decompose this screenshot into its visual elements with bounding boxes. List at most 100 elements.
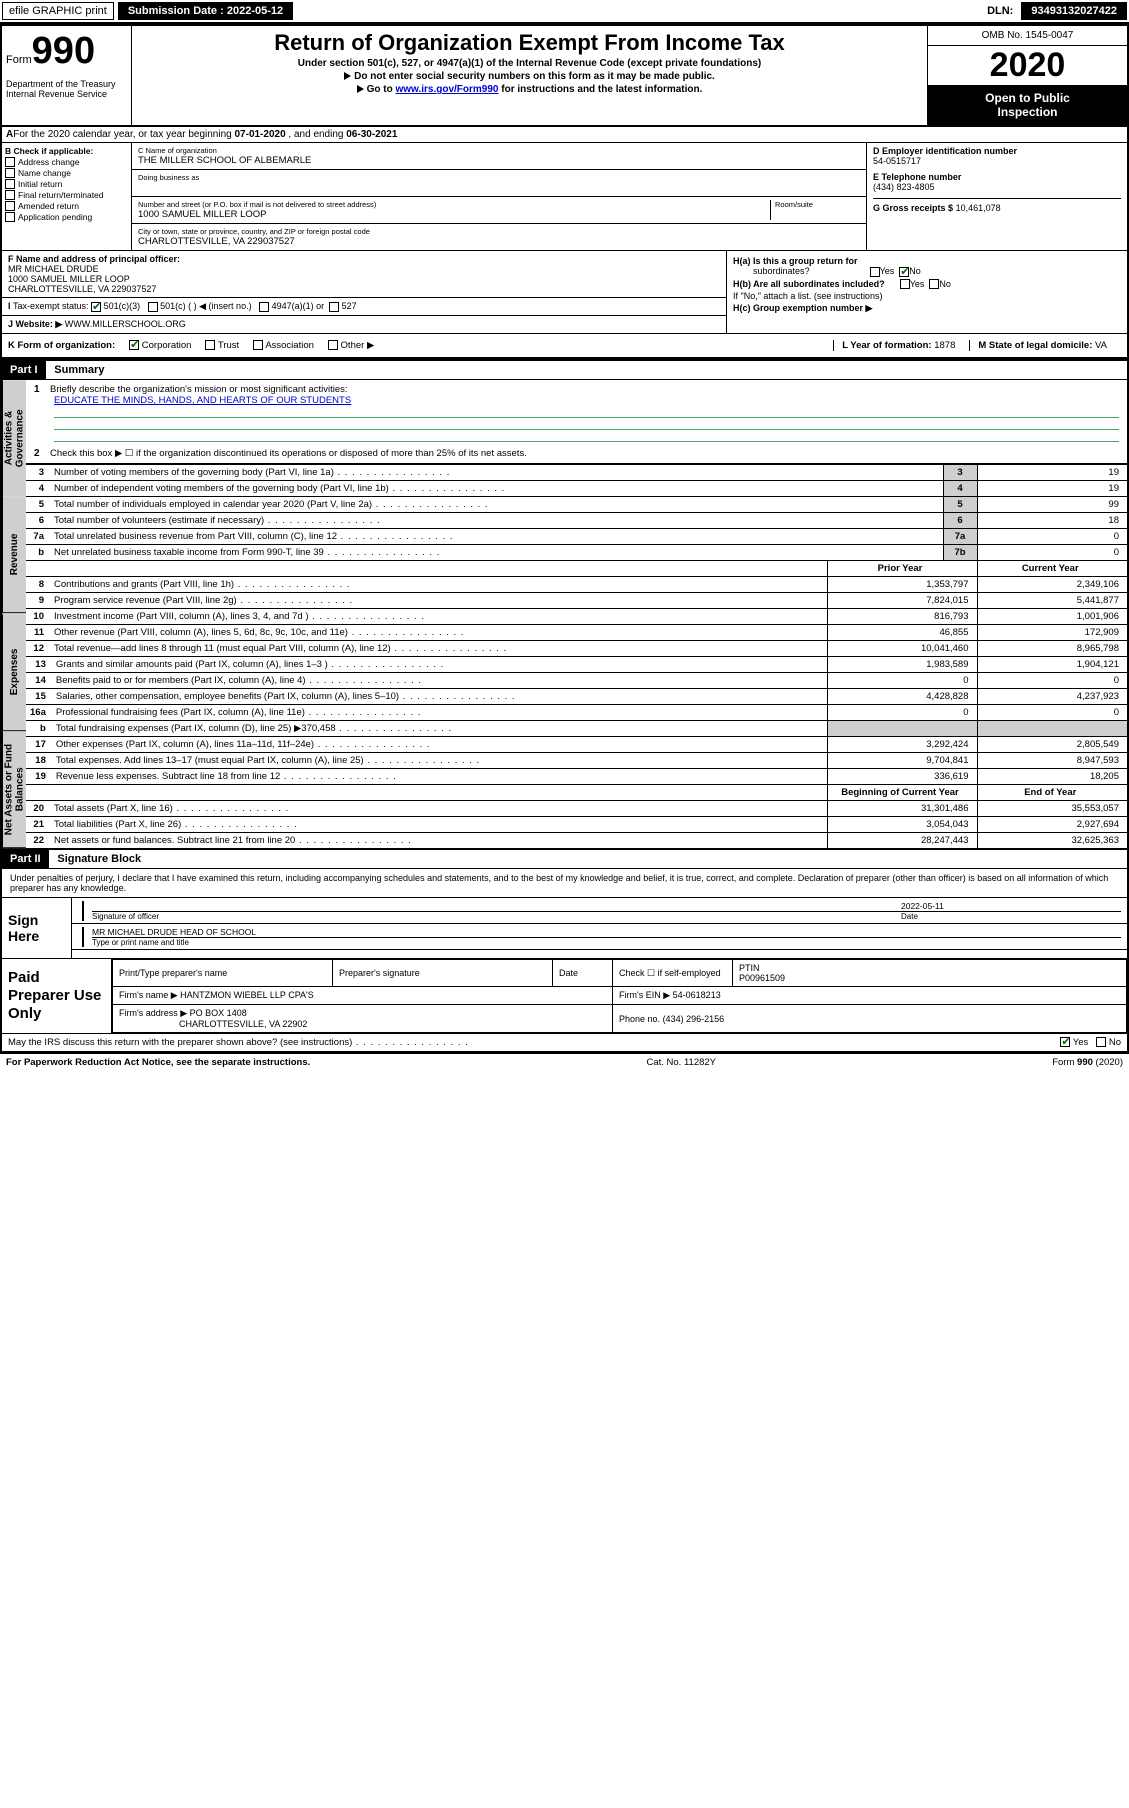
hb-lbl: H(b) Are all subordinates included? bbox=[733, 279, 885, 289]
part2-badge: Part II bbox=[2, 850, 49, 868]
dln-label: DLN: bbox=[983, 5, 1017, 17]
line-current: 1,001,906 bbox=[977, 609, 1127, 625]
efile-button[interactable]: efile GRAPHIC print bbox=[2, 2, 114, 20]
signature-section: Under penalties of perjury, I declare th… bbox=[0, 869, 1129, 1053]
dln-value: 93493132027422 bbox=[1021, 2, 1127, 20]
preparer-row: Paid Preparer Use Only Print/Type prepar… bbox=[2, 958, 1127, 1033]
preparer-table: Print/Type preparer's name Preparer's si… bbox=[112, 959, 1127, 1033]
checkbox-icon[interactable] bbox=[5, 212, 15, 222]
line1-num: 1 bbox=[34, 384, 50, 395]
line-desc: Other expenses (Part IX, column (A), lin… bbox=[52, 737, 827, 753]
underline-row bbox=[54, 430, 1119, 442]
row-j-website: J Website: ▶ WWW.MILLERSCHOOL.ORG bbox=[2, 316, 726, 333]
submission-lbl: Submission Date : bbox=[128, 5, 224, 17]
line-current: 18,205 bbox=[977, 769, 1127, 785]
cb-name: Name change bbox=[18, 168, 71, 178]
ha-lbl: H(a) Is this a group return for bbox=[733, 256, 858, 266]
line-box: 7b bbox=[943, 545, 977, 561]
cb-final: Final return/terminated bbox=[18, 190, 104, 200]
line-desc: Benefits paid to or for members (Part IX… bbox=[52, 673, 827, 689]
line-prior: 31,301,486 bbox=[827, 801, 977, 817]
hc-lbl: H(c) Group exemption number ▶ bbox=[733, 303, 1121, 314]
part1-header-row: Part I Summary bbox=[0, 359, 1129, 380]
line-desc: Revenue less expenses. Subtract line 18 … bbox=[52, 769, 827, 785]
line-current: 2,349,106 bbox=[977, 577, 1127, 593]
ha-lbl2: subordinates? bbox=[753, 266, 810, 276]
checkbox-icon[interactable] bbox=[5, 179, 15, 189]
line-desc: Grants and similar amounts paid (Part IX… bbox=[52, 657, 827, 673]
side-tabs: Activities & Governance Revenue Expenses… bbox=[2, 380, 26, 848]
line-box: 4 bbox=[943, 481, 977, 497]
line-current: 2,927,694 bbox=[977, 817, 1127, 833]
checkbox-icon[interactable] bbox=[929, 279, 939, 289]
exempt-4947: 4947(a)(1) or bbox=[272, 301, 325, 311]
omb-number: OMB No. 1545-0047 bbox=[928, 26, 1127, 46]
line-val: 0 bbox=[977, 529, 1127, 545]
line-num: 8 bbox=[26, 577, 50, 593]
dba-lbl: Doing business as bbox=[138, 173, 860, 182]
cb-amended: Amended return bbox=[18, 201, 79, 211]
checkbox-icon[interactable] bbox=[205, 340, 215, 350]
checkbox-icon[interactable] bbox=[329, 302, 339, 312]
k-corp: Corporation bbox=[142, 340, 192, 351]
line-desc: Total number of individuals employed in … bbox=[50, 497, 943, 513]
sig-name-lbl: Type or print name and title bbox=[92, 937, 1121, 947]
col-h-group: H(a) Is this a group return for subordin… bbox=[727, 251, 1127, 333]
line-num: b bbox=[26, 545, 50, 561]
checkbox-icon[interactable] bbox=[253, 340, 263, 350]
k-trust: Trust bbox=[218, 340, 239, 351]
checkbox-icon[interactable] bbox=[1096, 1037, 1106, 1047]
line-val: 19 bbox=[977, 481, 1127, 497]
perjury-text: Under penalties of perjury, I declare th… bbox=[2, 869, 1127, 898]
checkbox-icon[interactable] bbox=[328, 340, 338, 350]
line-num: 14 bbox=[26, 673, 52, 689]
line-current: 0 bbox=[977, 673, 1127, 689]
preparer-label: Paid Preparer Use Only bbox=[2, 959, 112, 1033]
mission-val: EDUCATE THE MINDS, HANDS, AND HEARTS OF … bbox=[54, 395, 351, 406]
checkbox-icon[interactable] bbox=[129, 340, 139, 350]
sidetab-governance: Activities & Governance bbox=[2, 380, 26, 496]
checkbox-icon[interactable] bbox=[5, 201, 15, 211]
dept-treasury: Department of the Treasury Internal Reve… bbox=[6, 73, 127, 99]
footer-mid: Cat. No. 11282Y bbox=[646, 1057, 716, 1068]
col-c-org-info: C Name of organization THE MILLER SCHOOL… bbox=[132, 143, 867, 250]
public-line1: Open to Public bbox=[930, 91, 1125, 105]
line2-num: 2 bbox=[34, 448, 50, 459]
checkbox-icon[interactable] bbox=[5, 168, 15, 178]
line-num: 12 bbox=[26, 641, 50, 657]
ein-lbl: Firm's EIN ▶ bbox=[619, 990, 670, 1000]
checkbox-icon[interactable] bbox=[899, 267, 909, 277]
exempt-501c: 501(c) ( ) ◀ (insert no.) bbox=[160, 301, 251, 311]
line-box: 3 bbox=[943, 465, 977, 481]
org-name-val: THE MILLER SCHOOL OF ALBEMARLE bbox=[138, 155, 860, 166]
checkbox-icon[interactable] bbox=[259, 302, 269, 312]
line-num: 3 bbox=[26, 465, 50, 481]
checkbox-icon[interactable] bbox=[5, 157, 15, 167]
public-inspection: Open to Public Inspection bbox=[928, 85, 1127, 125]
addr-val1: PO BOX 1408 bbox=[190, 1008, 247, 1018]
checkbox-icon[interactable] bbox=[148, 302, 158, 312]
colB-header: B Check if applicable: bbox=[5, 146, 128, 156]
line-prior: 46,855 bbox=[827, 625, 977, 641]
exempt-501c3: 501(c)(3) bbox=[104, 301, 141, 311]
line-current: 32,625,363 bbox=[977, 833, 1127, 849]
begin-year-hdr: Beginning of Current Year bbox=[827, 785, 977, 801]
dept-line2: Internal Revenue Service bbox=[6, 89, 127, 99]
checkbox-icon[interactable] bbox=[900, 279, 910, 289]
checkbox-icon[interactable] bbox=[5, 190, 15, 200]
irs-link[interactable]: www.irs.gov/Form990 bbox=[395, 84, 498, 95]
row-f-officer: F Name and address of principal officer:… bbox=[2, 251, 726, 298]
sign-here-label: Sign Here bbox=[2, 898, 72, 958]
submission-date-label: Submission Date : 2022-05-12 bbox=[118, 2, 293, 20]
line-desc: Number of voting members of the governin… bbox=[50, 465, 943, 481]
sidetab-revenue: Revenue bbox=[2, 496, 26, 613]
prep-c3: Date bbox=[553, 960, 613, 987]
checkbox-icon[interactable] bbox=[1060, 1037, 1070, 1047]
discuss-yes: Yes bbox=[1073, 1037, 1089, 1048]
summary-section: Activities & Governance Revenue Expenses… bbox=[0, 380, 1129, 850]
yes-lbl: Yes bbox=[880, 266, 895, 276]
part2-title: Signature Block bbox=[51, 853, 141, 865]
checkbox-icon[interactable] bbox=[91, 302, 101, 312]
checkbox-icon[interactable] bbox=[870, 267, 880, 277]
hb-note: If "No," attach a list. (see instruction… bbox=[733, 291, 1121, 301]
